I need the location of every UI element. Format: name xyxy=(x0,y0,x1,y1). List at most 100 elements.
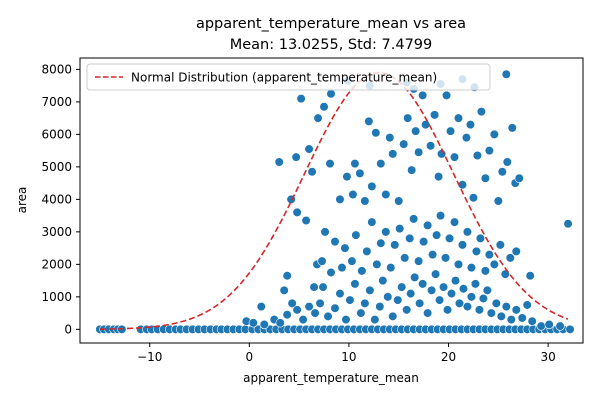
scatter-point xyxy=(486,308,496,318)
scatter-point xyxy=(411,126,421,136)
scatter-points xyxy=(95,69,575,334)
scatter-point xyxy=(480,266,490,276)
scatter-point xyxy=(347,256,357,266)
scatter-point xyxy=(544,319,554,330)
scatter-point xyxy=(309,282,319,292)
scatter-point xyxy=(330,237,340,247)
scatter-point xyxy=(442,305,453,315)
scatter-point xyxy=(400,253,410,263)
scatter-point xyxy=(386,263,396,273)
scatter-point xyxy=(317,256,327,266)
scatter-point xyxy=(409,214,419,224)
scatter-point xyxy=(454,298,465,308)
scatter-point xyxy=(441,90,452,100)
scatter-point xyxy=(525,271,535,281)
scatter-point xyxy=(466,263,477,273)
scatter-point xyxy=(376,238,386,248)
scatter-point xyxy=(376,159,386,169)
y-tick-label: 4000 xyxy=(41,193,72,207)
scatter-point xyxy=(462,302,473,312)
scatter-point xyxy=(429,110,440,120)
scatter-point xyxy=(563,219,573,229)
scatter-point xyxy=(395,224,405,234)
scatter-point xyxy=(394,196,404,206)
scatter-point xyxy=(431,230,442,240)
scatter-point xyxy=(301,215,311,226)
scatter-point xyxy=(371,128,381,138)
scatter-point xyxy=(385,133,395,143)
scatter-point xyxy=(375,302,385,312)
legend-label: Normal Distribution (apparent_temperatur… xyxy=(131,71,437,85)
scatter-point xyxy=(381,227,391,237)
scatter-point xyxy=(298,315,308,325)
chart-title: apparent_temperature_mean vs area xyxy=(196,16,466,32)
scatter-point xyxy=(399,139,409,149)
scatter-point xyxy=(307,167,317,177)
scatter-point xyxy=(390,240,400,250)
scatter-point xyxy=(406,289,416,299)
scatter-point xyxy=(355,168,365,178)
scatter-point xyxy=(506,315,516,325)
scatter-point xyxy=(365,285,375,295)
scatter-point xyxy=(405,233,415,243)
scatter-point xyxy=(415,298,425,308)
scatter-point xyxy=(449,217,460,227)
y-tick-label: 6000 xyxy=(41,128,72,142)
scatter-point xyxy=(304,144,314,154)
scatter-point xyxy=(461,133,472,143)
scatter-point xyxy=(345,295,355,305)
scatter-point xyxy=(326,267,336,278)
scatter-point xyxy=(418,90,428,100)
normal-curve-line xyxy=(99,71,569,330)
scatter-point xyxy=(348,189,358,200)
y-tick-label: 2000 xyxy=(41,258,72,272)
scatter-point xyxy=(450,276,461,286)
scatter-point xyxy=(493,196,503,206)
scatter-point xyxy=(555,321,565,331)
scatter-point xyxy=(501,302,511,312)
y-axis: 0 1000 2000 3000 4000 5000 6000 7000 8000 xyxy=(41,63,80,337)
x-tick-label: −10 xyxy=(137,350,162,364)
x-tick-label: 20 xyxy=(441,350,456,364)
x-tick-label: 0 xyxy=(246,350,254,364)
scatter-point xyxy=(465,120,476,130)
scatter-point xyxy=(434,295,445,305)
scatter-point xyxy=(304,302,314,312)
scatter-point xyxy=(505,253,515,263)
legend-box xyxy=(86,63,491,91)
scatter-point xyxy=(440,253,451,263)
scatter-point xyxy=(466,292,477,302)
scatter-point xyxy=(388,149,398,159)
y-axis-label: area xyxy=(15,187,29,214)
y-tick-label: 8000 xyxy=(41,63,72,77)
scatter-point xyxy=(340,243,350,253)
scatter-point xyxy=(256,302,266,312)
scatter-point xyxy=(296,94,306,104)
scatter-point xyxy=(453,113,464,123)
scatter-point xyxy=(514,173,524,183)
plot-frame xyxy=(79,57,584,344)
scatter-point xyxy=(470,279,481,289)
scatter-point xyxy=(325,159,335,169)
scatter-point xyxy=(478,293,489,304)
scatter-point xyxy=(410,272,420,282)
scatter-point xyxy=(511,246,521,256)
scatter-point xyxy=(364,116,374,126)
scatter-point xyxy=(341,315,351,325)
scatter-point xyxy=(458,284,469,294)
scatter-point xyxy=(350,279,360,289)
scatter-point xyxy=(356,308,366,318)
y-tick-label: 7000 xyxy=(41,95,72,109)
scatter-point xyxy=(501,69,511,79)
scatter-point xyxy=(367,217,377,227)
scatter-point xyxy=(472,150,483,161)
y-tick-label: 3000 xyxy=(41,225,72,239)
scatter-point xyxy=(444,233,455,243)
scatter-point xyxy=(428,250,438,260)
scatter-point xyxy=(462,227,473,237)
scatter-point xyxy=(292,207,302,217)
scatter-point xyxy=(310,308,320,318)
scatter-point xyxy=(471,246,482,256)
scatter-point xyxy=(360,298,370,308)
